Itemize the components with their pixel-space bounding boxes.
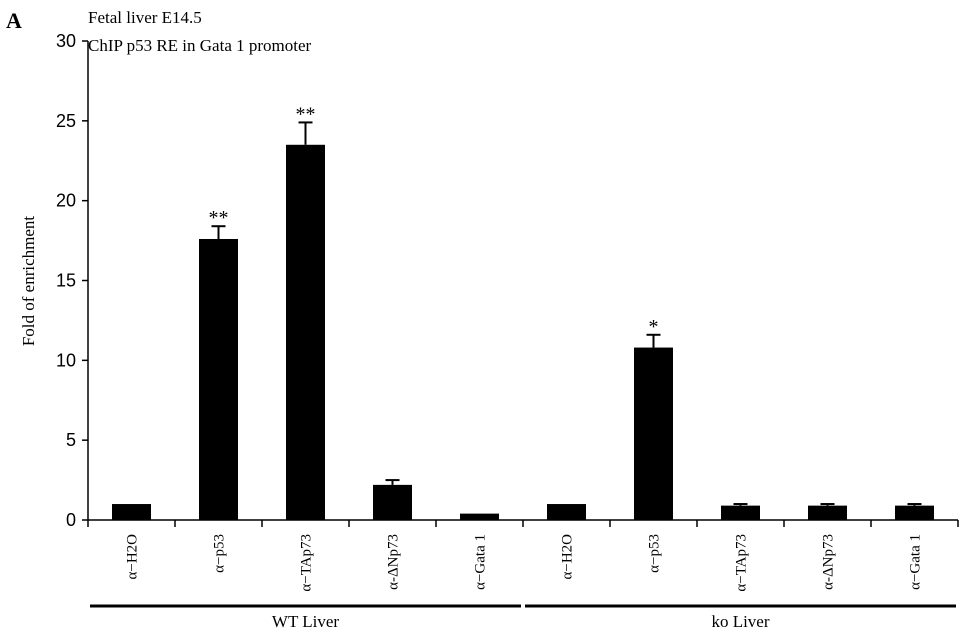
labels: α−H2O ** α−p53 ** α−TAp73 α-ΔNp73 α−Gata 1 α−H2… [90,103,956,631]
bar [895,505,934,520]
significance-marker: ** [296,103,316,125]
y-tick-label: 25 [56,111,76,131]
bar [547,504,586,520]
bar [808,505,847,520]
chart-title-line-2: ChIP p53 RE in Gata 1 promoter [88,36,312,55]
bar [634,347,673,520]
x-tick-label: α−H2O [560,534,576,580]
x-tick-label: α-ΔNp73 [386,534,402,590]
y-tick-label: 0 [66,510,76,530]
bars [112,121,934,521]
panel-letter: A [6,8,22,33]
x-tick-label: α−p53 [647,534,663,573]
bar [373,484,412,520]
x-tick-label: α-ΔNp73 [821,534,837,590]
y-tick-label: 30 [56,31,76,51]
y-tick-label: 20 [56,191,76,211]
bar [460,513,499,520]
x-tick-label: α−H2O [125,534,141,580]
y-tick-label: 10 [56,350,76,370]
y-tick-label: 5 [66,430,76,450]
x-tick-label: α−TAp73 [734,534,750,592]
x-tick-label: α−p53 [212,534,228,573]
chart-title-line-1: Fetal liver E14.5 [88,8,202,27]
axes: 0 5 10 15 20 25 30 [56,31,959,530]
significance-marker: ** [209,207,229,229]
y-axis-label: Fold of enrichment [19,216,38,347]
group-label: ko Liver [711,612,769,631]
x-tick-label: α−Gata 1 [473,534,489,590]
bar [199,238,238,520]
x-tick-label: α−TAp73 [299,534,315,592]
bar [721,505,760,520]
group-label: WT Liver [272,612,340,631]
y-tick-label: 15 [56,271,76,291]
significance-marker: * [649,316,659,338]
bar [112,504,151,520]
bar [286,144,325,521]
x-tick-label: α−Gata 1 [908,534,924,590]
